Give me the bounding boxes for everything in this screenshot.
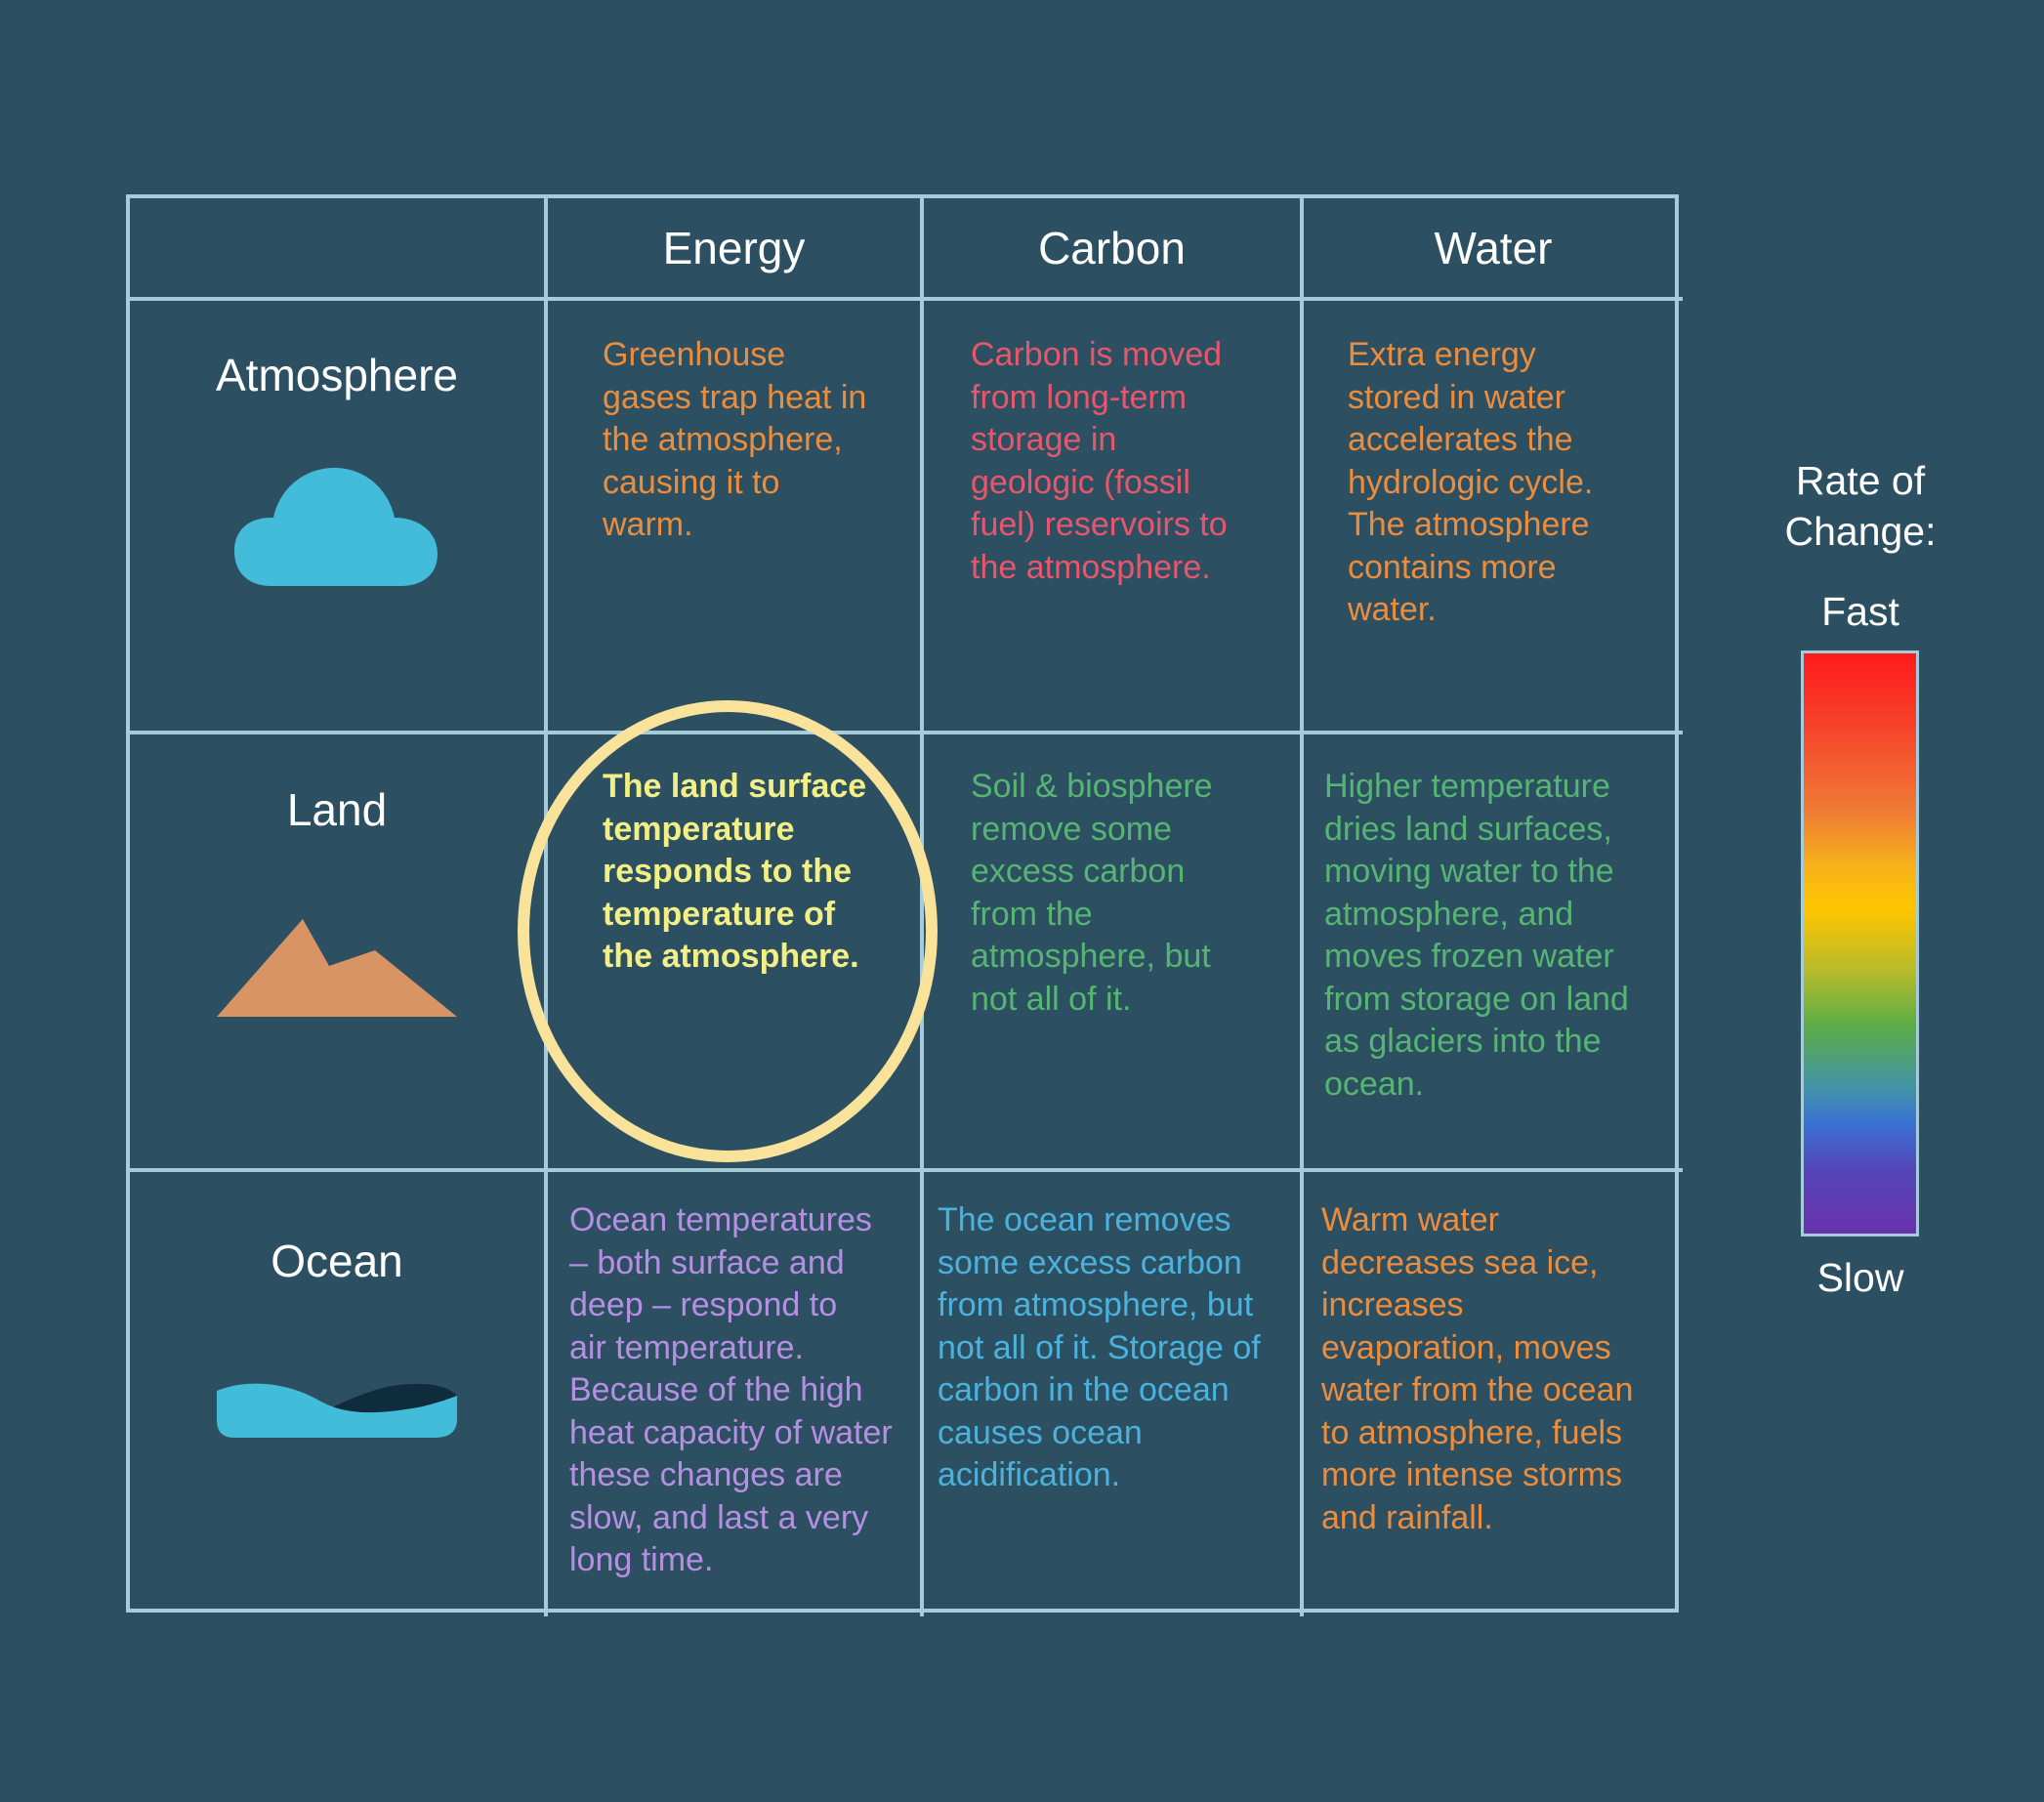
cloud-icon	[234, 468, 438, 586]
cell-text: Warm water decreases sea ice, increases …	[1321, 1201, 1634, 1536]
cell-land-energy: The land surface temperature responds to…	[548, 734, 924, 1172]
row-header-atmosphere: Atmosphere	[130, 301, 548, 734]
cell-text: Carbon is moved from long-term storage i…	[971, 336, 1228, 586]
row-label-atmosphere: Atmosphere	[215, 350, 458, 400]
rate-gradient-bar	[1801, 650, 1919, 1236]
cell-text: The land surface temperature responds to…	[603, 768, 867, 975]
corner-cell	[130, 198, 548, 301]
cell-land-water: Higher temperature dries land surfaces, …	[1304, 734, 1683, 1172]
cell-atmosphere-energy: Greenhouse gases trap heat in the atmosp…	[548, 301, 924, 734]
row-label-ocean: Ocean	[271, 1236, 403, 1286]
column-header-carbon: Carbon	[924, 198, 1304, 301]
cell-ocean-carbon: The ocean removes some excess carbon fro…	[924, 1172, 1304, 1616]
climate-impact-table: Energy Carbon Water Atmosphere Greenhous…	[126, 194, 1683, 1616]
cell-text: Ocean temperatures – both surface and de…	[569, 1201, 893, 1578]
cell-land-carbon: Soil & biosphere remove some excess carb…	[924, 734, 1304, 1172]
cell-text: Soil & biosphere remove some excess carb…	[971, 768, 1213, 1018]
wave-icon	[217, 1383, 457, 1438]
legend-slow-label: Slow	[1816, 1255, 1904, 1300]
legend-fast-label: Fast	[1821, 589, 1899, 634]
cell-ocean-water: Warm water decreases sea ice, increases …	[1304, 1172, 1683, 1616]
cell-text: Higher temperature dries land surfaces, …	[1324, 768, 1629, 1103]
cell-atmosphere-water: Extra energy stored in water accelerates…	[1304, 301, 1683, 734]
cell-text: Extra energy stored in water accelerates…	[1348, 336, 1594, 628]
row-label-land: Land	[286, 784, 388, 835]
cell-text: Greenhouse gases trap heat in the atmosp…	[603, 336, 867, 543]
mountain-icon	[217, 919, 457, 1017]
column-header-energy: Energy	[548, 198, 924, 301]
cell-ocean-energy: Ocean temperatures – both surface and de…	[548, 1172, 924, 1616]
column-header-water: Water	[1304, 198, 1683, 301]
cell-text: The ocean removes some excess carbon fro…	[938, 1201, 1261, 1493]
row-header-land: Land	[130, 734, 548, 1172]
cell-atmosphere-carbon: Carbon is moved from long-term storage i…	[924, 301, 1304, 734]
legend-title: Rate of Change:	[1784, 458, 1937, 554]
row-header-ocean: Ocean	[130, 1172, 548, 1616]
